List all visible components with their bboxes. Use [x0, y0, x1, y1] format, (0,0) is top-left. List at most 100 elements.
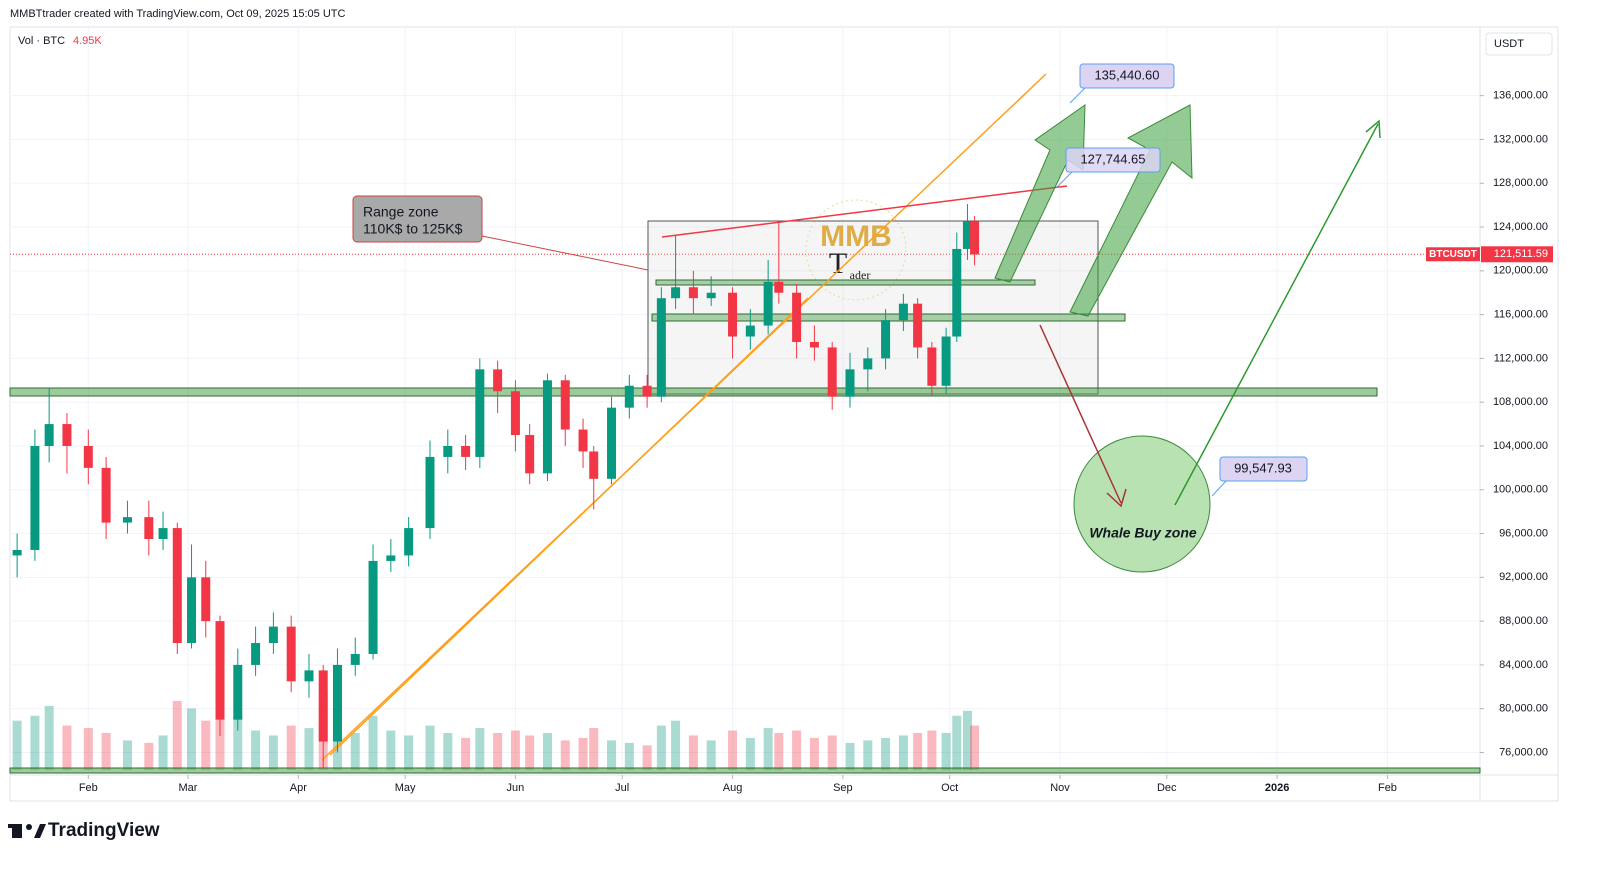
x-tick-label: Aug	[723, 782, 743, 794]
volume-bar	[763, 728, 773, 770]
y-tick-label: 136,000.00	[1493, 90, 1548, 102]
symbol-label: BTCUSDT	[1429, 249, 1477, 260]
y-tick-label: 108,000.00	[1493, 396, 1548, 408]
logo-initial: T	[829, 247, 847, 280]
candle-body	[809, 341, 819, 348]
volume-bar	[172, 700, 182, 770]
currency-button[interactable]	[1485, 32, 1553, 56]
volume-bar	[404, 735, 414, 770]
candle-body	[607, 407, 617, 479]
volume-bar	[913, 733, 923, 770]
volume-bar	[62, 725, 72, 770]
volume-bar	[745, 737, 755, 770]
candle-body	[656, 298, 666, 397]
y-tick-label: 112,000.00	[1494, 352, 1548, 364]
candle-body	[941, 336, 951, 386]
volume-bar	[970, 725, 980, 770]
volume-bar	[461, 737, 471, 770]
candle-body	[30, 445, 40, 550]
volume-bar	[268, 735, 278, 770]
volume-bar	[656, 725, 666, 770]
candle-body	[12, 549, 22, 556]
callout-pointer	[481, 235, 649, 271]
candle-body	[671, 287, 681, 299]
y-tick-label: 84,000.00	[1499, 659, 1548, 671]
x-tick-label: Oct	[941, 782, 958, 794]
volume-bar	[809, 737, 819, 770]
callout-text: 110K$ to 125K$	[363, 221, 463, 237]
candle-body	[62, 424, 72, 446]
candles	[12, 204, 980, 768]
x-tick-label: May	[395, 782, 416, 794]
currency-label: USDT	[1494, 38, 1524, 50]
volume-bar	[101, 733, 111, 770]
candle-body	[510, 391, 520, 436]
label-pointer	[1069, 87, 1086, 104]
label-pointer	[1055, 171, 1073, 189]
candle-body	[962, 221, 972, 249]
brand: TradingView	[8, 820, 160, 841]
volume-bar	[350, 733, 360, 770]
volume-bar	[642, 745, 652, 770]
x-tick-label: Jul	[615, 782, 629, 794]
volume-bar	[83, 728, 93, 770]
volume-bar	[144, 742, 154, 770]
candle-body	[688, 287, 698, 299]
candle-body	[404, 528, 414, 556]
candle-body	[304, 670, 314, 682]
down-arrow-head	[1106, 488, 1127, 508]
last-price-tag	[1481, 246, 1553, 263]
candle-body	[706, 292, 716, 299]
volume-bar	[251, 730, 261, 770]
volume-bar	[578, 737, 588, 770]
volume-bar	[525, 735, 535, 770]
candle-body	[578, 429, 588, 452]
mid-zone	[651, 313, 1126, 322]
candle-body	[461, 445, 471, 457]
candle-body	[542, 380, 552, 474]
volume-bar	[898, 735, 908, 770]
volume-bar	[425, 725, 435, 770]
volume-bar	[688, 735, 698, 770]
volume-value: 4.95K	[73, 35, 102, 47]
volume-legend: Vol · BTC	[18, 35, 65, 47]
candle-body	[763, 281, 773, 326]
x-tick-label: Apr	[290, 782, 307, 794]
volume-bar	[827, 735, 837, 770]
volume-pane	[12, 691, 980, 770]
candle-body	[368, 560, 378, 654]
candle-body	[158, 528, 168, 540]
y-tick-label: 116,000.00	[1494, 309, 1548, 321]
volume-bar	[475, 728, 485, 770]
volume-bar	[304, 728, 314, 770]
y-tick-label: 100,000.00	[1493, 484, 1548, 496]
candle-body	[774, 281, 784, 293]
volume-bar	[368, 715, 378, 770]
candle-body	[83, 445, 93, 468]
candle-body	[913, 303, 923, 348]
brand-logo	[12, 824, 22, 838]
x-tick-label: Sep	[833, 782, 853, 794]
volume-bar	[44, 705, 54, 770]
axes: 76,000.00 80,000.00 84,000.00 88,000.00 92,0…	[79, 90, 1553, 794]
y-tick-label: 80,000.00	[1499, 703, 1548, 715]
candle-body	[827, 347, 837, 397]
y-tick-label: 88,000.00	[1499, 615, 1548, 627]
volume-bar	[560, 740, 570, 770]
callout-box	[352, 195, 483, 243]
candle-body	[425, 456, 435, 529]
brand-logo	[26, 824, 32, 830]
frame	[9, 26, 1559, 802]
volume-bar	[962, 710, 972, 770]
y-tick-label: 76,000.00	[1499, 746, 1548, 758]
up-arrow	[1174, 123, 1379, 506]
volume-bar	[12, 720, 22, 770]
x-tick-label: Dec	[1157, 782, 1177, 794]
x-tick-label: 2026	[1265, 782, 1289, 794]
candle-body	[251, 643, 261, 665]
volume-bar	[122, 740, 132, 770]
logo-ring	[805, 199, 907, 301]
candle-body	[350, 653, 360, 665]
whale-zone-label: Whale Buy zone	[1089, 525, 1197, 541]
